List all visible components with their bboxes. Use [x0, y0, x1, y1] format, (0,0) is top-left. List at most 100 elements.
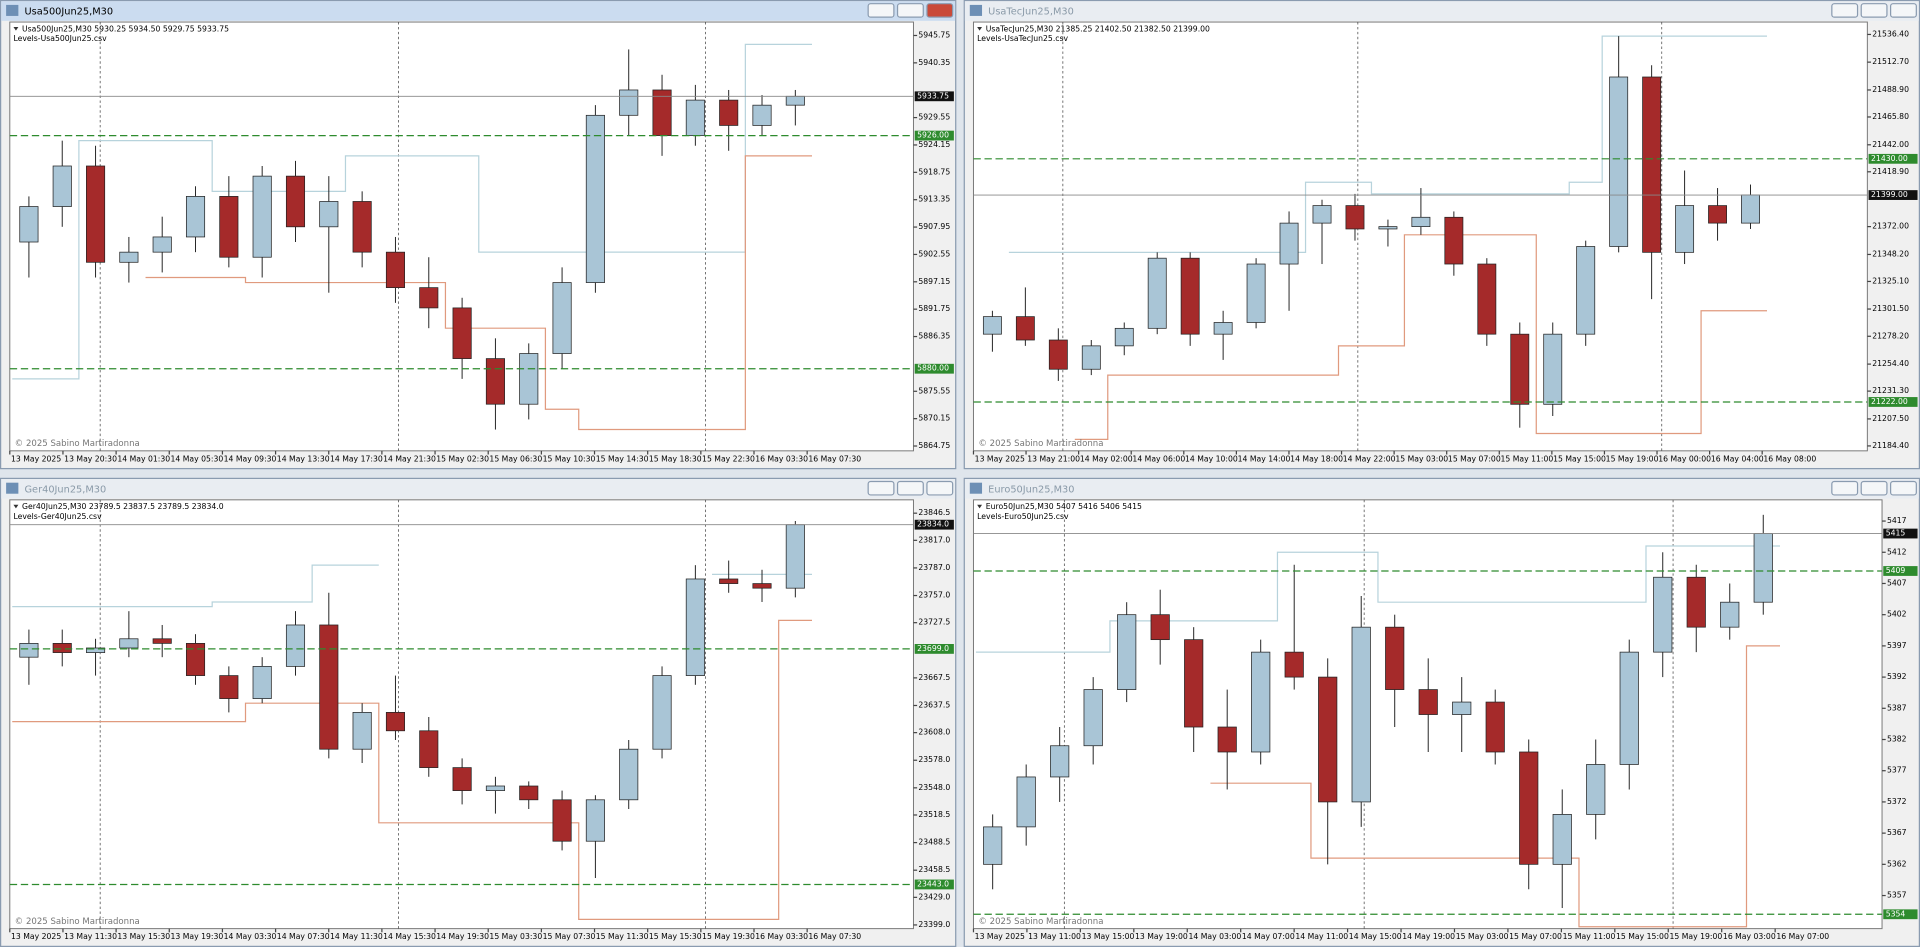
maximize-button[interactable]	[1860, 480, 1888, 496]
maximize-button[interactable]	[896, 480, 924, 496]
y-tick-label: 23608.0	[918, 728, 950, 737]
x-tick-label: 15 May 19:00	[1669, 932, 1722, 941]
level-label: 5409	[1886, 566, 1906, 575]
y-tick-label: 23518.5	[918, 810, 950, 819]
y-tick-label: 23578.0	[918, 755, 950, 764]
y-tick-label: 21442.00	[1872, 140, 1909, 149]
candle-body	[52, 643, 72, 653]
x-tick-label: 15 May 14:30	[596, 454, 649, 463]
minimize-button[interactable]	[1831, 3, 1859, 18]
indicator-name: Levels-Euro50Jun25.csv	[977, 512, 1069, 521]
level-label: 23699.0	[917, 644, 949, 653]
last-price-box	[1883, 528, 1918, 539]
y-tick-label: 5907.95	[918, 222, 950, 231]
x-tick-label: 14 May 13:30	[277, 454, 330, 463]
candle-body	[252, 175, 272, 258]
y-tick-label: 5372	[1887, 797, 1907, 806]
candle-body	[119, 251, 139, 263]
minimize-button[interactable]	[867, 480, 895, 496]
close-button[interactable]	[1890, 480, 1917, 496]
y-tick-label: 5929.55	[918, 113, 950, 122]
symbol-info: Usa500Jun25,M30 5930.25 5934.50 5929.75 …	[22, 24, 229, 33]
candle-body	[1114, 327, 1134, 347]
minimize-button[interactable]	[1831, 480, 1859, 496]
candle-body	[1519, 751, 1539, 865]
x-tick-label: 14 May 11:00	[1295, 932, 1348, 941]
y-tick-label: 5891.75	[918, 304, 950, 313]
candle-body	[252, 666, 272, 699]
x-tick-label: 16 May 07:30	[808, 932, 861, 941]
x-tick-label: 14 May 19:00	[1402, 932, 1455, 941]
y-tick-label: 5362	[1887, 859, 1907, 868]
x-tick-label: 13 May 15:00	[1082, 932, 1135, 941]
level-label-box	[1868, 397, 1918, 407]
y-tick-label: 5918.75	[918, 167, 950, 176]
x-tick-label: 14 May 19:30	[436, 932, 489, 941]
candle-body	[1184, 639, 1204, 728]
level-label-box	[914, 363, 954, 374]
y-tick-label: 5913.35	[918, 195, 950, 204]
window-title: UsaTecJun25,M30	[988, 7, 1074, 18]
candle-body	[1552, 814, 1572, 865]
y-tick-label: 5924.15	[918, 140, 950, 149]
last-price-box	[914, 519, 954, 530]
title-bar	[1, 1, 956, 21]
chart-menu-arrow	[977, 504, 983, 509]
lower-level-line	[12, 619, 812, 921]
close-button[interactable]	[926, 3, 954, 18]
x-tick-label: 16 May 00:00	[1658, 454, 1711, 463]
symbol-info: Euro50Jun25,M30 5407 5416 5406 5415	[986, 502, 1142, 511]
minimize-button[interactable]	[867, 3, 895, 18]
candle-body	[1686, 576, 1706, 628]
candle-body	[1351, 626, 1371, 803]
x-tick-label: 15 May 19:30	[702, 932, 755, 941]
candle-body	[619, 748, 639, 801]
maximize-button[interactable]	[1860, 3, 1888, 18]
close-button[interactable]	[1890, 3, 1917, 18]
x-tick-label: 13 May 2025	[11, 454, 61, 463]
x-tick-label: 14 May 07:00	[1242, 932, 1295, 941]
candle-body	[185, 643, 206, 676]
candle-body	[1642, 76, 1662, 253]
candle-body	[452, 307, 472, 359]
symbol-info: UsaTecJun25,M30 21385.25 21402.50 21382.…	[986, 24, 1210, 33]
candle-body	[1117, 614, 1137, 690]
symbol-info: Ger40Jun25,M30 23789.5 23837.5 23789.5 2…	[22, 502, 224, 511]
y-tick-label: 21231.30	[1872, 386, 1909, 395]
y-tick-label: 21348.20	[1872, 249, 1909, 258]
close-button[interactable]	[926, 480, 954, 496]
y-tick-label: 23399.0	[918, 920, 950, 929]
watermark: © 2025 Sabino Martiradonna	[978, 917, 1103, 927]
x-tick-label: 14 May 18:00	[1290, 454, 1343, 463]
x-tick-label: 16 May 08:00	[1763, 454, 1816, 463]
last-price-label: 21399.00	[1871, 190, 1908, 199]
x-tick-label: 14 May 01:30	[117, 454, 170, 463]
x-tick-label: 14 May 03:00	[1188, 932, 1241, 941]
candle-body	[983, 826, 1003, 865]
y-tick-label: 5417	[1887, 516, 1907, 525]
y-tick-label: 21325.10	[1872, 276, 1909, 285]
y-tick-label: 21418.90	[1872, 167, 1909, 176]
candle-body	[719, 578, 739, 584]
window-icon	[6, 4, 19, 16]
x-tick-label: 15 May 07:30	[543, 932, 596, 941]
candle-body	[685, 99, 705, 136]
y-tick-label: 21278.20	[1872, 331, 1909, 340]
indicator-name: Levels-UsaTecJun25.csv	[977, 34, 1068, 43]
window-title: Ger40Jun25,M30	[24, 484, 106, 495]
y-tick-label: 23727.5	[918, 618, 950, 627]
x-tick-label: 15 May 22:30	[702, 454, 755, 463]
candle-body	[585, 114, 605, 283]
y-tick-label: 23429.0	[918, 892, 950, 901]
candle-body	[785, 95, 805, 106]
candle-body	[385, 712, 405, 732]
candle-body	[1217, 726, 1237, 753]
candle-body	[419, 287, 439, 309]
candle-body	[1586, 764, 1606, 815]
watermark: © 2025 Sabino Martiradonna	[15, 439, 140, 449]
maximize-button[interactable]	[896, 3, 924, 18]
x-tick-label: 13 May 19:30	[170, 932, 223, 941]
x-tick-label: 13 May 2025	[975, 932, 1025, 941]
y-tick-label: 5897.15	[918, 277, 950, 286]
